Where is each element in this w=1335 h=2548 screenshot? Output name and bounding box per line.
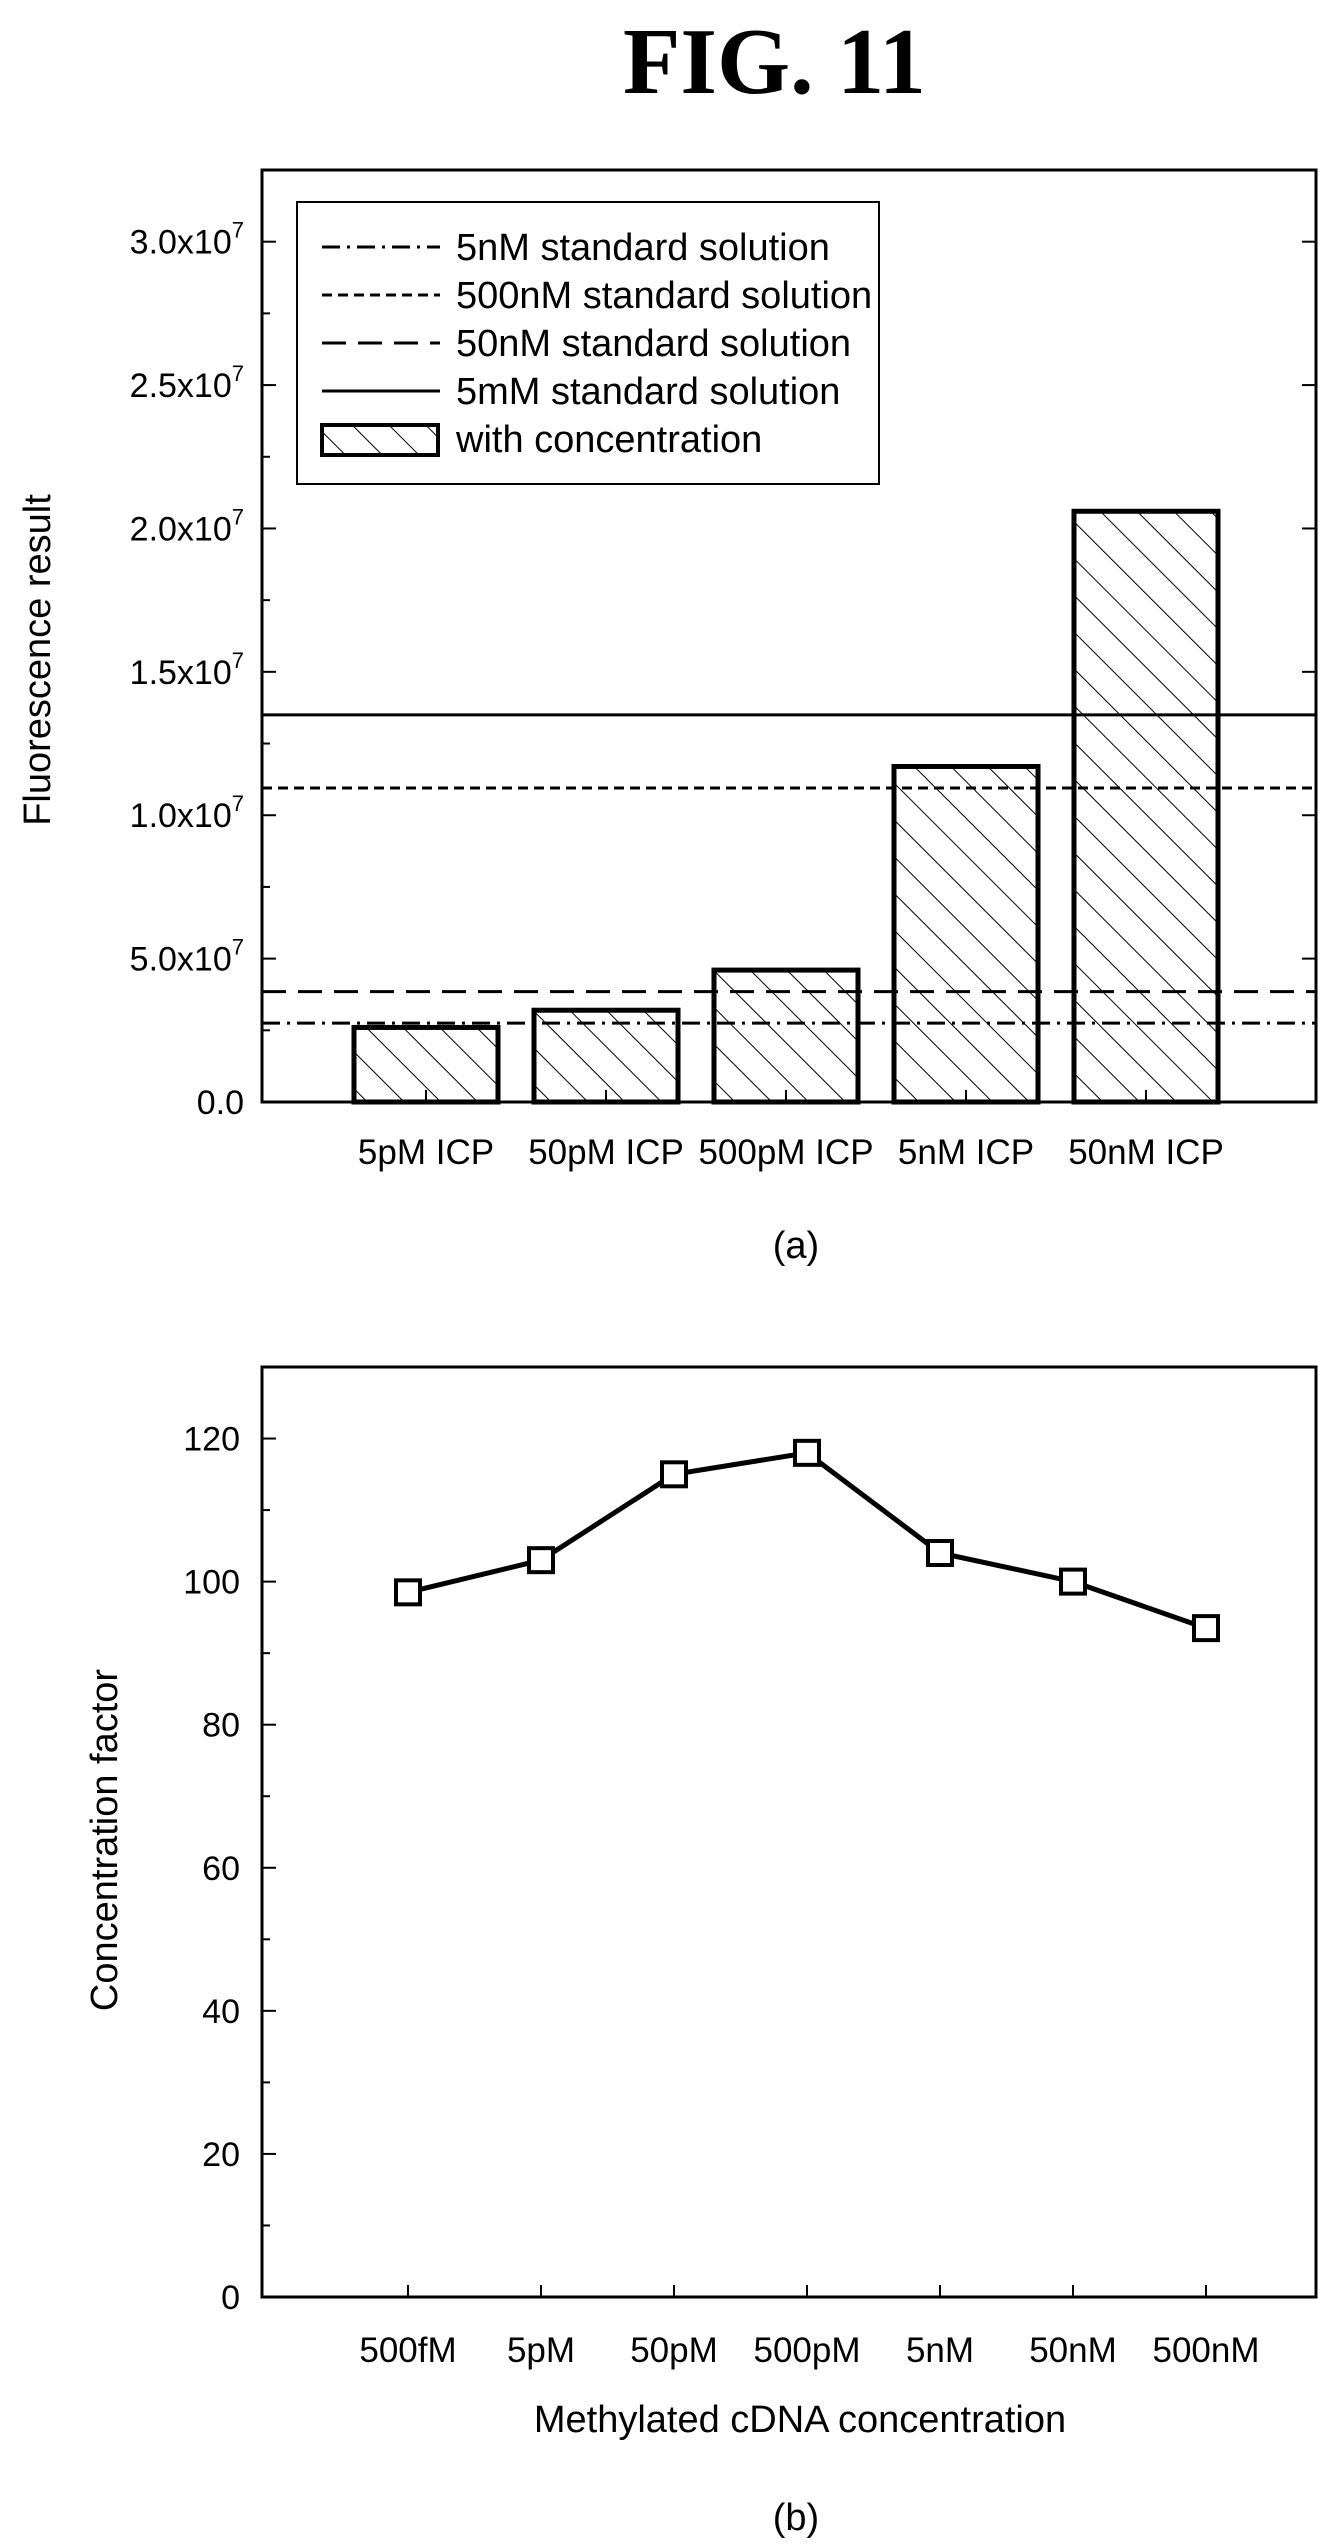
legend-label: 500nM standard solution	[456, 275, 872, 317]
y-tick-label-a: 0.0	[197, 1084, 244, 1122]
bar-3	[711, 967, 861, 1105]
data-point	[793, 1438, 821, 1467]
bar-5	[1071, 508, 1221, 1105]
category-label-b: 500nM	[1152, 2331, 1259, 2370]
plot-frame-b	[260, 1365, 1318, 2299]
category-label-b: 5pM	[507, 2331, 575, 2370]
y-tick-label-b: 60	[202, 1850, 240, 1888]
data-point	[926, 1539, 954, 1567]
legend-label: 5nM standard solution	[456, 227, 830, 269]
bar-1	[351, 1024, 501, 1105]
y-tick-label-a: 1.0x107	[130, 791, 244, 835]
category-label-a: 50nM ICP	[1068, 1133, 1224, 1172]
legend-swatch-bar	[320, 423, 440, 457]
y-tick-label-a: 2.0x107	[130, 504, 244, 548]
legend-label: 50nM standard solution	[456, 323, 851, 365]
data-point	[1059, 1567, 1087, 1596]
chart-a: 0.0 5.0x107 1.0x107 1.5x107 2.0x107 2.5x107 3.…	[17, 168, 1318, 1267]
category-label-a: 5nM ICP	[898, 1133, 1034, 1172]
category-label-b: 500fM	[359, 2331, 456, 2370]
category-label-b: 50nM	[1029, 2331, 1117, 2370]
x-axis-title-b: Methylated cDNA concentration	[534, 2399, 1066, 2441]
category-label-b: 5nM	[906, 2331, 974, 2370]
category-label-b: 500pM	[753, 2331, 860, 2370]
y-tick-label-a: 3.0x107	[130, 218, 244, 262]
category-label-a: 5pM ICP	[358, 1133, 494, 1172]
data-point	[660, 1460, 688, 1489]
y-tick-label-b: 120	[183, 1421, 240, 1459]
panel-label-a: (a)	[773, 1225, 819, 1267]
y-tick-label-b: 80	[202, 1707, 240, 1745]
data-point	[527, 1546, 555, 1575]
data-point	[394, 1578, 422, 1607]
panel-label-b: (b)	[773, 2497, 819, 2539]
figure-title-text: FIG. 11	[623, 10, 926, 114]
category-label-b: 50pM	[630, 2331, 718, 2370]
bar-2	[531, 1007, 681, 1105]
category-label-a: 50pM ICP	[528, 1133, 684, 1172]
legend-label: 5mM standard solution	[456, 371, 840, 413]
legend-a: 5nM standard solution 500nM standard solu…	[296, 201, 880, 485]
y-tick-label-b: 40	[202, 1993, 240, 2031]
bar-4	[891, 763, 1041, 1105]
y-tick-label-a: 5.0x107	[130, 935, 244, 979]
y-axis-title-b: Concentration factor	[84, 1669, 126, 2012]
y-tick-label-b: 20	[202, 2136, 240, 2174]
category-label-a: 500pM ICP	[698, 1133, 873, 1172]
data-point	[1192, 1614, 1220, 1643]
y-tick-label-b: 0	[221, 2279, 240, 2317]
y-tick-label-a: 2.5x107	[130, 361, 244, 405]
series-line	[407, 1450, 1207, 1631]
y-tick-label-a: 1.5x107	[130, 648, 244, 692]
y-tick-label-b: 100	[183, 1564, 240, 1602]
legend-label: with concentration	[455, 419, 762, 461]
y-axis-title-a: Fluorescence result	[17, 494, 59, 826]
